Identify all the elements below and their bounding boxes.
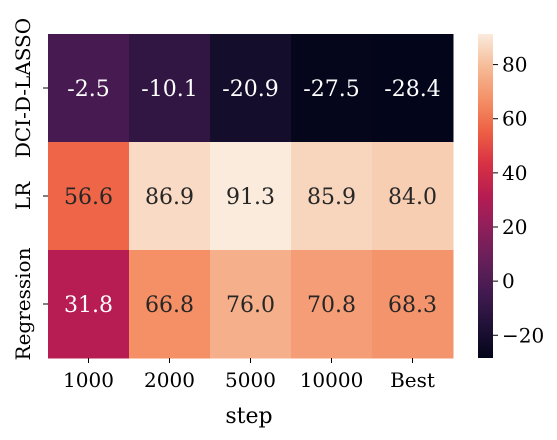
y-tick-label: Regression <box>11 247 35 360</box>
x-tick-label: Best <box>390 368 435 392</box>
cell-value-label: -2.5 <box>67 77 109 102</box>
cell-value-label: 68.3 <box>388 293 437 318</box>
heatmap-cell <box>129 142 211 251</box>
colorbar-tick-label: 60 <box>502 107 527 131</box>
cell-value-label: -20.9 <box>222 77 278 102</box>
x-tick-label: 5000 <box>225 368 276 392</box>
heatmap-cell <box>210 142 292 251</box>
cell-value-label: 91.3 <box>226 185 275 210</box>
cell-value-label: 76.0 <box>226 293 275 318</box>
y-tick-label: LR <box>11 181 35 210</box>
heatmap-cell <box>129 34 211 143</box>
cell-value-label: -27.5 <box>303 77 359 102</box>
cell-value-label: -10.1 <box>141 77 197 102</box>
colorbar-gradient <box>478 34 493 358</box>
y-tick-labels: DCI-D-LASSO LR Regression <box>11 18 48 360</box>
x-axis-label: step <box>225 404 272 429</box>
heatmap-cell <box>372 34 454 143</box>
colorbar: −20 0 20 40 60 80 <box>478 34 544 358</box>
heatmap-cell <box>210 34 292 143</box>
colorbar-tick-label: −20 <box>502 323 544 347</box>
cell-value-label: 66.8 <box>145 293 194 318</box>
cell-value-label: 84.0 <box>388 185 437 210</box>
cell-value-label: 31.8 <box>64 293 113 318</box>
heatmap-cell <box>48 34 130 143</box>
heatmap-cell <box>48 250 130 359</box>
heatmap-cell <box>372 142 454 251</box>
x-tick-label: 1000 <box>63 368 114 392</box>
cell-value-label: 85.9 <box>307 185 356 210</box>
x-tick-label: 10000 <box>300 368 364 392</box>
x-tick-label: 2000 <box>144 368 195 392</box>
heatmap-cell <box>291 250 373 359</box>
heatmap-cell <box>372 250 454 359</box>
heatmap-cell <box>291 34 373 143</box>
x-tick-labels: 1000 2000 5000 10000 Best <box>63 358 435 392</box>
colorbar-tick-label: 0 <box>502 269 515 293</box>
heatmap-cell <box>210 250 292 359</box>
colorbar-tick-label: 40 <box>502 161 527 185</box>
heatmap-cells: -2.5 -10.1 -20.9 -27.5 -28.4 56.6 86.9 91.3 85.9… <box>48 34 454 359</box>
heatmap-cell <box>129 250 211 359</box>
y-tick-label: DCI-D-LASSO <box>11 18 35 158</box>
colorbar-tick-label: 20 <box>502 215 527 239</box>
cell-value-label: 70.8 <box>307 293 356 318</box>
heatmap-cell <box>48 142 130 251</box>
cell-value-label: -28.4 <box>384 77 440 102</box>
cell-value-label: 56.6 <box>64 185 113 210</box>
heatmap-cell <box>291 142 373 251</box>
cell-value-label: 86.9 <box>145 185 194 210</box>
colorbar-tick-label: 80 <box>502 53 527 77</box>
